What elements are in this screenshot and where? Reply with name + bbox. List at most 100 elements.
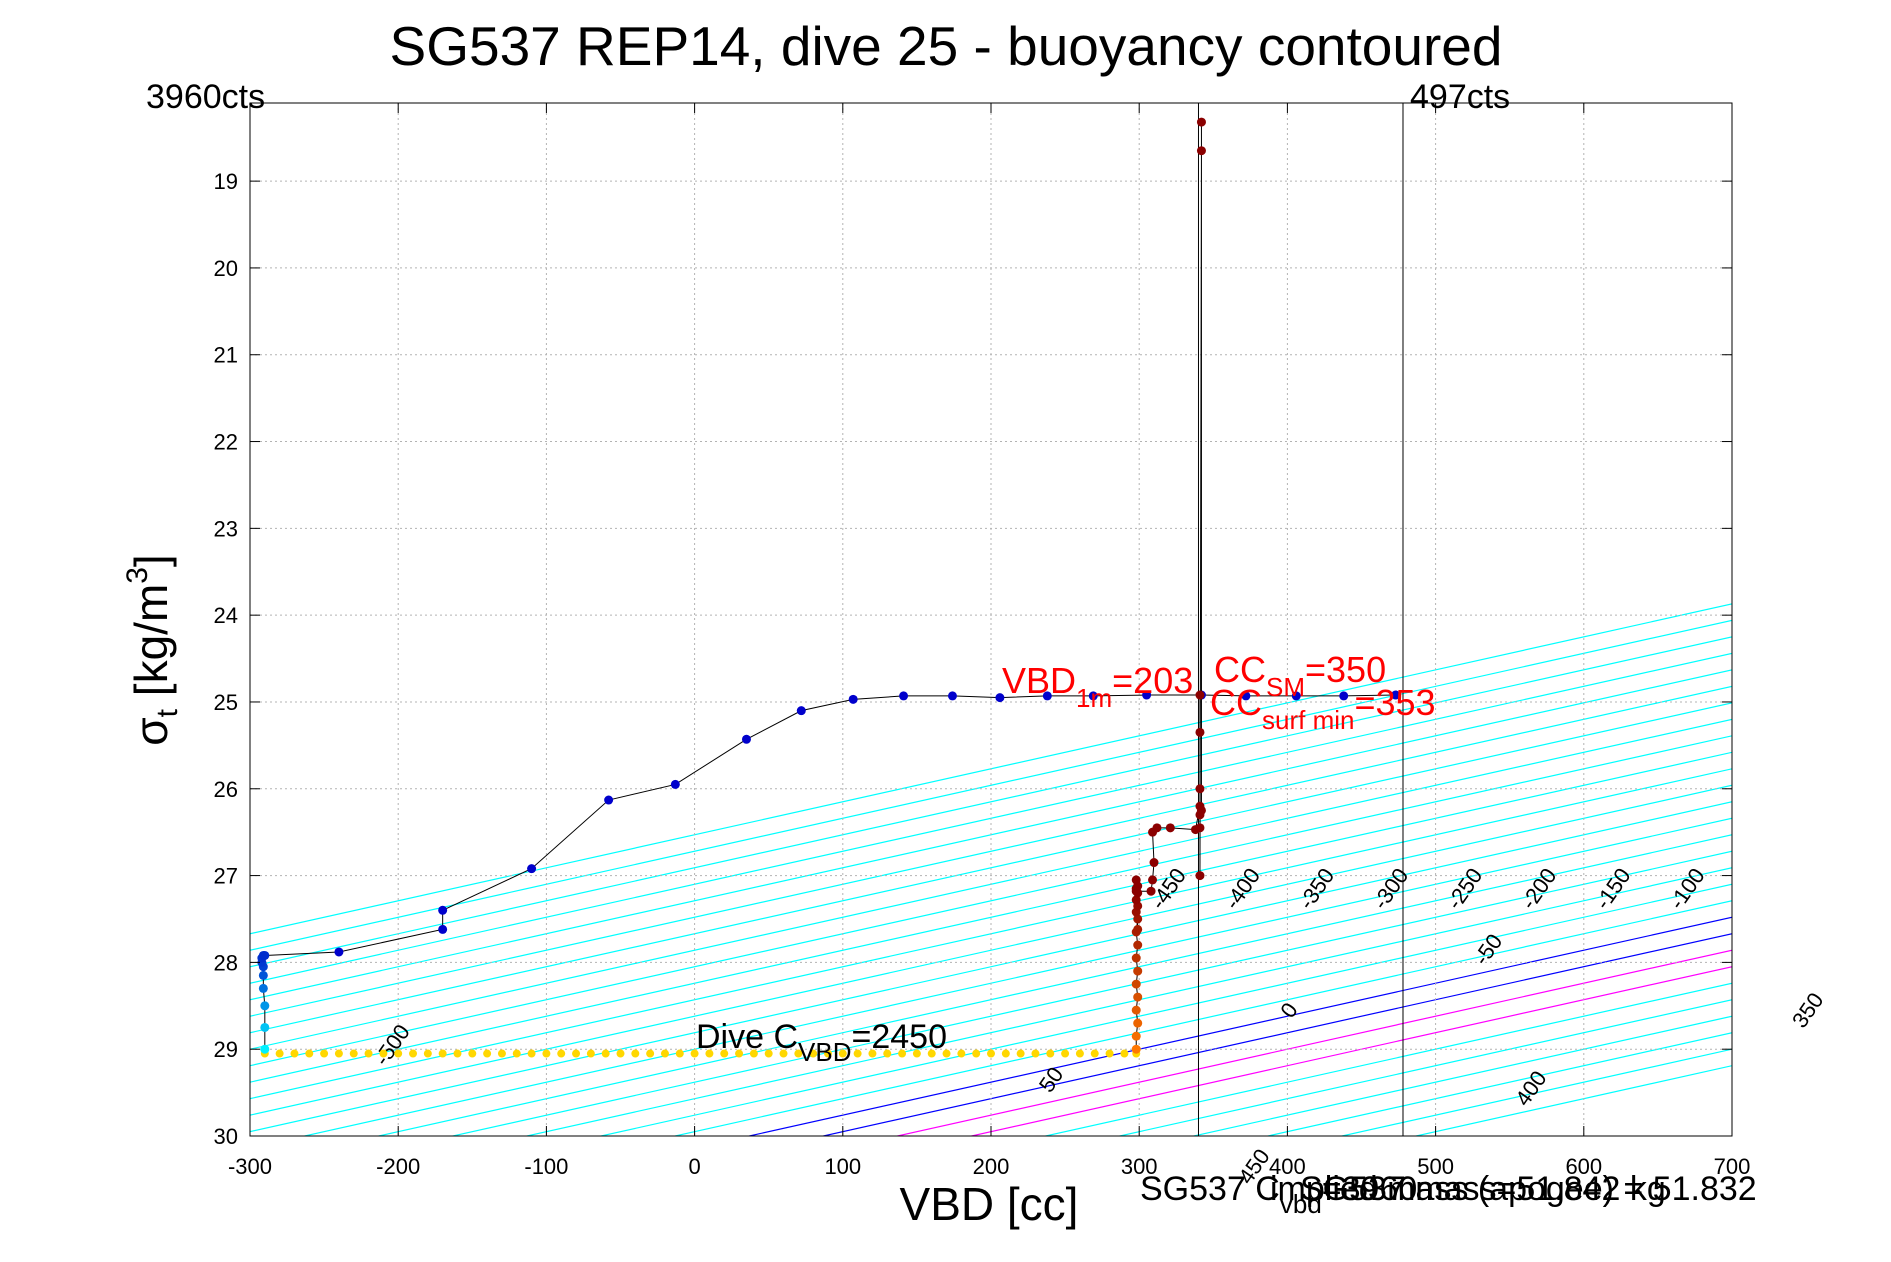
data-point bbox=[631, 1049, 640, 1058]
y-axis-label: σt [kg/m3] bbox=[121, 554, 184, 745]
data-point bbox=[349, 1049, 358, 1058]
data-point bbox=[1075, 1049, 1084, 1058]
data-point bbox=[670, 779, 680, 789]
data-point bbox=[1131, 886, 1141, 896]
data-point bbox=[646, 1049, 655, 1058]
data-point bbox=[883, 1049, 892, 1058]
y-label-sigma: σ bbox=[125, 717, 177, 745]
mass-annotation: SG537 mass=51.842 kg bbox=[1300, 1170, 1666, 1208]
vertical-lines bbox=[1197, 103, 1404, 1136]
y-tick-label: 21 bbox=[214, 343, 238, 368]
data-point bbox=[1133, 992, 1143, 1002]
data-point bbox=[1061, 1049, 1070, 1058]
x-tick-label: 300 bbox=[1121, 1154, 1158, 1179]
data-point bbox=[453, 1049, 462, 1058]
y-label-end: ] bbox=[125, 554, 177, 567]
data-point bbox=[764, 1049, 773, 1058]
y-tick-label: 25 bbox=[214, 690, 238, 715]
divec-annotation: Dive CVBD=2450 bbox=[696, 1018, 947, 1067]
data-point bbox=[794, 1049, 803, 1058]
sg-cvbd-rest: =3960 bbox=[1322, 1170, 1418, 1208]
vbd1m-main: VBD bbox=[1002, 660, 1076, 701]
contour-line bbox=[301, 817, 1732, 1136]
data-point bbox=[1195, 871, 1205, 881]
data-point bbox=[364, 1049, 373, 1058]
contour-line bbox=[820, 933, 1732, 1136]
contour-label-right: -500 bbox=[369, 1020, 415, 1070]
data-point bbox=[260, 1001, 270, 1011]
data-point bbox=[1195, 823, 1205, 833]
x-tick-label: 400 bbox=[1269, 1154, 1306, 1179]
contour-line bbox=[375, 834, 1732, 1136]
x-tick-label: -100 bbox=[524, 1154, 568, 1179]
data-point bbox=[601, 1049, 610, 1058]
vbd1m-sub: 1m bbox=[1076, 683, 1112, 713]
data-point bbox=[616, 1049, 625, 1058]
contour-line bbox=[250, 735, 1732, 1067]
y-tick-label: 28 bbox=[214, 950, 238, 975]
data-point bbox=[1291, 691, 1301, 701]
data-point bbox=[1042, 691, 1052, 701]
data-point bbox=[838, 1049, 847, 1058]
data-point bbox=[1131, 953, 1141, 963]
data-point bbox=[720, 1049, 729, 1058]
data-point bbox=[809, 1049, 818, 1058]
data-point bbox=[512, 1049, 521, 1058]
data-point bbox=[1016, 1049, 1025, 1058]
ccsm-sub: SM bbox=[1266, 672, 1305, 702]
data-point bbox=[1120, 1049, 1129, 1058]
contour-line bbox=[1191, 1015, 1732, 1136]
contour-label-mid: 0 bbox=[1275, 998, 1303, 1022]
data-point bbox=[1196, 805, 1206, 815]
data-point bbox=[379, 1049, 388, 1058]
data-point bbox=[423, 1049, 432, 1058]
data-point bbox=[305, 1049, 314, 1058]
data-point bbox=[1105, 1049, 1114, 1058]
data-point bbox=[1165, 823, 1175, 833]
contour-label-mid: -250 bbox=[1442, 863, 1488, 913]
ccsurf-annotation: CCsurf min=353 bbox=[1210, 682, 1436, 735]
data-point bbox=[1131, 1005, 1141, 1015]
data-point bbox=[741, 734, 751, 744]
data-point bbox=[260, 950, 270, 960]
contour-line bbox=[672, 900, 1732, 1136]
ccsm-rest: =350 bbox=[1305, 649, 1386, 690]
x-tick-label: -200 bbox=[376, 1154, 420, 1179]
data-point bbox=[898, 1049, 907, 1058]
divec-sub: VBD bbox=[798, 1037, 851, 1067]
contour-line bbox=[1413, 1065, 1732, 1136]
contours bbox=[250, 603, 1732, 1136]
y-tick-label: 24 bbox=[214, 603, 238, 628]
contour-label-right: 400 bbox=[1510, 1066, 1552, 1110]
data-point bbox=[1001, 1049, 1010, 1058]
data-point bbox=[995, 693, 1005, 703]
data-point bbox=[572, 1049, 581, 1058]
y-label-sub: t bbox=[151, 708, 184, 717]
data-point bbox=[1142, 690, 1152, 700]
contour-line bbox=[894, 949, 1732, 1136]
data-point bbox=[1088, 691, 1098, 701]
data-point bbox=[987, 1049, 995, 1058]
vbd1m-annotation: VBD1m=203 bbox=[1002, 660, 1193, 713]
data-point bbox=[258, 983, 268, 993]
data-point bbox=[1148, 875, 1158, 885]
x-tick-label: 700 bbox=[1714, 1154, 1751, 1179]
data-point bbox=[796, 706, 806, 716]
data-point bbox=[1090, 1049, 1099, 1058]
x-tick-label: 0 bbox=[688, 1154, 700, 1179]
y-tick-label: 26 bbox=[214, 777, 238, 802]
data-point bbox=[848, 694, 858, 704]
data-point bbox=[957, 1049, 966, 1058]
data-point bbox=[604, 795, 614, 805]
data-point bbox=[1195, 690, 1205, 700]
chart-title: SG537 REP14, dive 25 - buoyancy contoure… bbox=[390, 15, 1503, 77]
x-axis-label: VBD [cc] bbox=[900, 1178, 1079, 1230]
ccsm-annotation: CCSM=350 bbox=[1214, 649, 1386, 702]
data-point bbox=[1195, 727, 1205, 737]
contour-label-mid: -100 bbox=[1664, 863, 1710, 913]
data-point bbox=[927, 1049, 936, 1058]
contour-line bbox=[250, 702, 1732, 1034]
data-point bbox=[542, 1049, 551, 1058]
data-point bbox=[468, 1049, 477, 1058]
corner-label-left: 3960cts bbox=[146, 78, 265, 116]
